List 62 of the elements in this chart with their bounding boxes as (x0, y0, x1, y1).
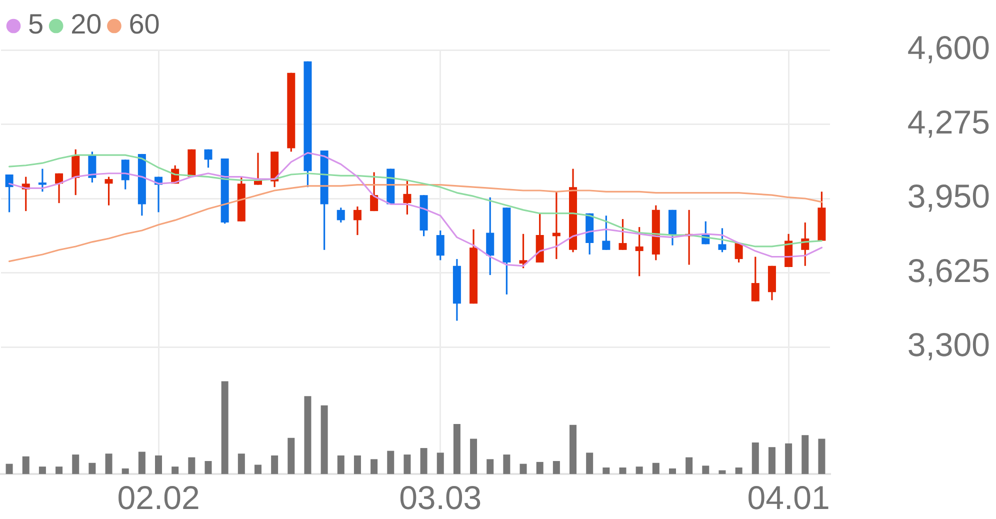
y-tick-label: 3,300 (907, 326, 990, 364)
bar (486, 459, 494, 474)
bar (686, 457, 693, 474)
bar (254, 464, 262, 474)
candlestick (38, 168, 46, 192)
bar (304, 396, 312, 474)
bar (436, 452, 444, 474)
bar (702, 466, 710, 474)
bar (122, 468, 129, 474)
x-tick-label: 04.01 (747, 478, 830, 516)
y-tick-label: 4,600 (907, 29, 990, 66)
bar (387, 450, 394, 474)
bar (453, 424, 460, 474)
bar (470, 438, 478, 474)
bar (752, 442, 759, 474)
bar (602, 468, 610, 474)
bar (668, 468, 676, 474)
bar (619, 468, 626, 474)
bar (802, 435, 809, 474)
bar (570, 424, 577, 474)
bar (138, 452, 146, 474)
bar (503, 454, 510, 474)
bar (6, 464, 13, 474)
bar (88, 462, 96, 474)
bar (72, 454, 80, 474)
bar (404, 454, 411, 474)
bar (105, 454, 112, 474)
bar (337, 455, 344, 474)
bar (636, 466, 643, 474)
bar (718, 470, 726, 474)
bar (818, 438, 826, 474)
bar (221, 381, 228, 474)
bar (370, 459, 378, 474)
bar (22, 456, 30, 474)
bar (552, 461, 560, 474)
bar (520, 464, 527, 474)
bar (652, 462, 660, 474)
bar (420, 448, 428, 474)
legend-label: 20 (70, 8, 102, 40)
legend-label: 60 (128, 8, 160, 40)
bar (768, 447, 776, 474)
bar (155, 455, 162, 474)
bar (188, 457, 196, 474)
bar (354, 455, 361, 474)
bar (586, 452, 594, 474)
x-tick-label: 03.03 (399, 478, 482, 516)
bar (172, 466, 179, 474)
bar (785, 443, 792, 474)
bar (204, 461, 212, 474)
x-tick-label: 02.02 (117, 478, 200, 516)
bar (38, 466, 46, 474)
bar (320, 405, 328, 474)
y-tick-label: 3,625 (907, 252, 990, 289)
legend-label: 5 (28, 8, 44, 40)
bar (271, 455, 278, 474)
bar (536, 462, 544, 474)
y-tick-label: 4,275 (907, 103, 990, 140)
bar (238, 454, 245, 474)
y-tick-label: 3,950 (907, 178, 990, 215)
bar (735, 468, 742, 474)
bar (288, 438, 295, 474)
bar (56, 466, 63, 474)
